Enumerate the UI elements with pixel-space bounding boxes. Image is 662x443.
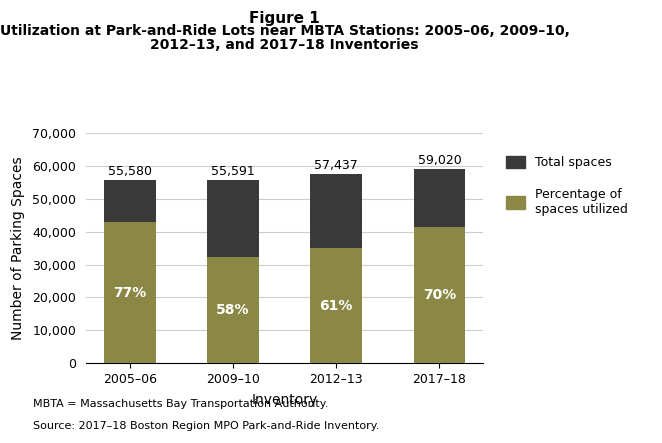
Text: 58%: 58% <box>216 303 250 317</box>
Bar <box>207 180 259 257</box>
Bar <box>414 227 465 363</box>
Y-axis label: Number of Parking Spaces: Number of Parking Spaces <box>11 156 25 340</box>
Legend: Total spaces, Percentage of
spaces utilized: Total spaces, Percentage of spaces utili… <box>501 151 633 221</box>
Text: 70%: 70% <box>423 288 456 302</box>
Text: 57,437: 57,437 <box>314 159 358 172</box>
Text: 59,020: 59,020 <box>418 154 461 167</box>
Text: 55,580: 55,580 <box>108 165 152 179</box>
Bar <box>414 169 465 227</box>
Bar <box>310 248 362 363</box>
Text: Utilization at Park-and-Ride Lots near MBTA Stations: 2005–06, 2009–10,: Utilization at Park-and-Ride Lots near M… <box>0 24 569 39</box>
Text: 55,591: 55,591 <box>211 165 255 179</box>
Bar <box>104 180 156 222</box>
Text: Source: 2017–18 Boston Region MPO Park-and-Ride Inventory.: Source: 2017–18 Boston Region MPO Park-a… <box>33 421 379 431</box>
X-axis label: Inventory: Inventory <box>252 393 318 407</box>
Text: Figure 1: Figure 1 <box>250 11 320 26</box>
Text: 2012–13, and 2017–18 Inventories: 2012–13, and 2017–18 Inventories <box>150 38 419 52</box>
Text: 61%: 61% <box>320 299 353 313</box>
Text: MBTA = Massachusetts Bay Transportation Authority.: MBTA = Massachusetts Bay Transportation … <box>33 399 328 409</box>
Text: 77%: 77% <box>113 286 146 300</box>
Bar <box>207 257 259 363</box>
Bar <box>104 222 156 363</box>
Bar <box>310 174 362 248</box>
